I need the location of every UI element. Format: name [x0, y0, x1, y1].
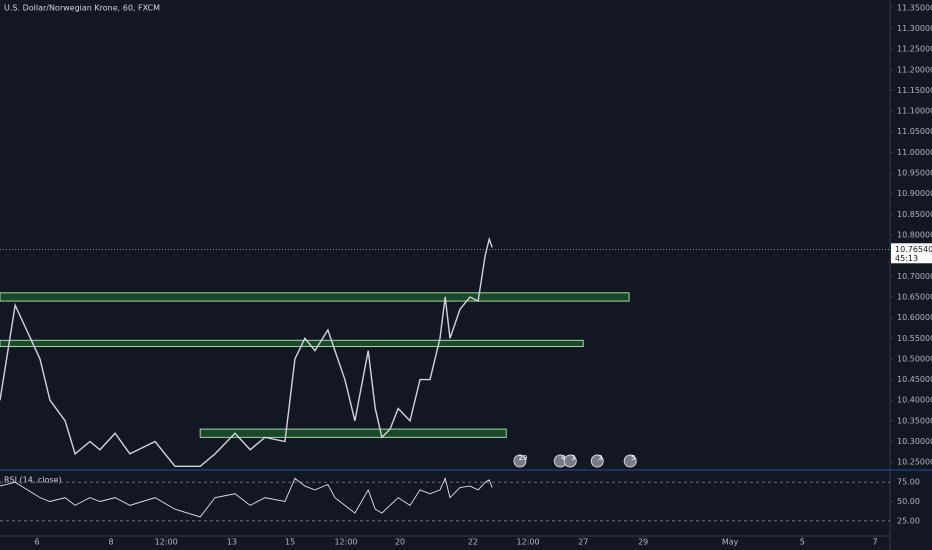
countdown: 45:13 [895, 254, 918, 263]
x-tick-label: 8 [108, 538, 113, 547]
y-tick-label: 10.45000 [897, 375, 932, 384]
event-label: 29 [518, 454, 527, 462]
x-tick-label: 12:00 [334, 538, 357, 547]
y-tick-label: 11.35000 [897, 3, 932, 12]
x-tick-label: May [722, 538, 739, 547]
y-tick-label: 10.60000 [897, 313, 932, 322]
rsi-line [0, 476, 493, 518]
y2-tick-label: 50.00 [897, 497, 920, 506]
event-marker [623, 454, 637, 468]
x-tick-label: 5 [800, 538, 805, 547]
x-tick-label: 7 [873, 538, 878, 547]
event-marker [513, 454, 527, 468]
y-tick-label: 11.00000 [897, 148, 932, 157]
x-tick-label: 13 [227, 538, 237, 547]
x-tick-label: 27 [578, 538, 588, 547]
y-tick-label: 10.90000 [897, 189, 932, 198]
x-tick-label: 20 [395, 538, 405, 547]
zone [0, 339, 584, 348]
event-label: 5 [631, 454, 635, 462]
y-tick-label: 10.95000 [897, 169, 932, 178]
y2-tick-label: 75.00 [897, 478, 920, 487]
x-tick-label: 6 [34, 538, 39, 547]
y-tick-label: 10.85000 [897, 210, 932, 219]
y-tick-label: 10.35000 [897, 416, 932, 425]
y-tick-label: 10.30000 [897, 437, 932, 446]
last-price-label: 10.76540 [895, 245, 932, 254]
zone [0, 292, 630, 302]
y2-tick-label: 25.00 [897, 516, 920, 525]
y-tick-label: 10.70000 [897, 272, 932, 281]
x-tick-label: 12:00 [517, 538, 540, 547]
event-label: 3 [598, 454, 602, 462]
y-tick-label: 10.50000 [897, 354, 932, 363]
event-label: 3 [571, 454, 575, 462]
y-tick-label: 11.20000 [897, 65, 932, 74]
rsi-label: RSI (14, close) [4, 476, 62, 485]
y-tick-label: 10.25000 [897, 458, 932, 467]
y-tick-label: 10.55000 [897, 334, 932, 343]
y-tick-label: 11.15000 [897, 86, 932, 95]
y-tick-label: 10.40000 [897, 396, 932, 405]
zone [199, 428, 507, 438]
x-tick-label: 22 [468, 538, 478, 547]
y-tick-label: 11.05000 [897, 127, 932, 136]
y-tick-label: 10.80000 [897, 231, 932, 240]
y-tick-label: 11.10000 [897, 107, 932, 116]
last-price-box [891, 243, 932, 264]
y-tick-label: 10.65000 [897, 292, 932, 301]
y-tick-label: 11.30000 [897, 24, 932, 33]
event-marker [563, 454, 577, 468]
event-label: 4 [561, 454, 566, 462]
x-tick-label: 15 [285, 538, 295, 547]
event-marker [590, 454, 604, 468]
x-tick-label: 29 [638, 538, 648, 547]
y-tick-label: 11.25000 [897, 45, 932, 54]
chart-title: U.S. Dollar/Norwegian Krone, 60, FXCM [4, 4, 160, 13]
x-tick-label: 12:00 [155, 538, 178, 547]
price-line [0, 236, 493, 467]
